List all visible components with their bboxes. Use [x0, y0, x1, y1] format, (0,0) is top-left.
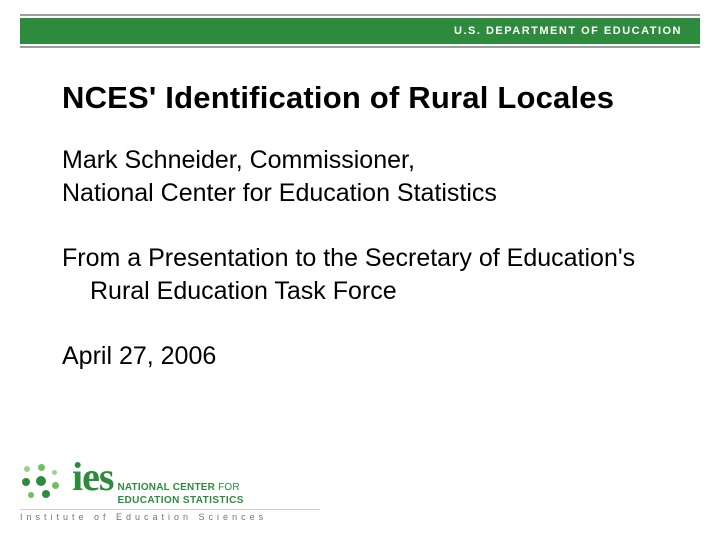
- header-rule-bottom: [20, 46, 700, 48]
- header-rule-top: [20, 14, 700, 16]
- author-block: Mark Schneider, Commissioner, National C…: [62, 144, 670, 210]
- logo-line1-b: FOR: [218, 482, 240, 493]
- ies-logo: ies NATIONAL CENTER FOR EDUCATION STATIS…: [20, 461, 244, 506]
- logo-text-block: NATIONAL CENTER FOR EDUCATION STATISTICS: [117, 482, 243, 506]
- ies-letters: ies: [72, 461, 113, 493]
- logo-line-1: NATIONAL CENTER FOR: [117, 482, 243, 493]
- ies-mark: ies NATIONAL CENTER FOR EDUCATION STATIS…: [72, 461, 244, 506]
- logo-dots-icon: [20, 464, 62, 504]
- header-bar: U.S. DEPARTMENT OF EDUCATION: [20, 18, 700, 44]
- author-line-2: National Center for Education Statistics: [62, 177, 670, 210]
- logo-divider: [20, 509, 320, 510]
- logo-line1-a: NATIONAL CENTER: [117, 482, 215, 493]
- institute-line: Institute of Education Sciences: [20, 512, 267, 522]
- slide-title: NCES' Identification of Rural Locales: [62, 80, 670, 116]
- date-line: April 27, 2006: [62, 340, 670, 373]
- author-line-1: Mark Schneider, Commissioner,: [62, 144, 670, 177]
- context-block: From a Presentation to the Secretary of …: [62, 242, 670, 308]
- header-org-text: U.S. DEPARTMENT OF EDUCATION: [454, 25, 682, 37]
- logo-line-2: EDUCATION STATISTICS: [117, 495, 243, 506]
- slide-content: NCES' Identification of Rural Locales Ma…: [62, 80, 670, 373]
